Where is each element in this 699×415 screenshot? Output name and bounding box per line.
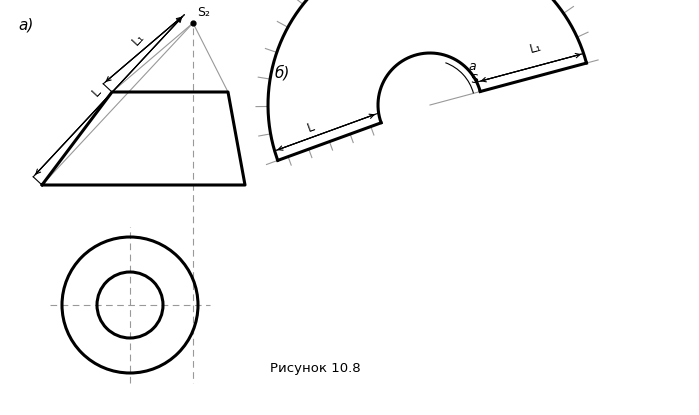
Text: L₁: L₁ [129,30,147,48]
Text: L₁: L₁ [528,40,543,56]
Text: L: L [89,85,103,99]
Text: Рисунок 10.8: Рисунок 10.8 [270,362,361,375]
Text: S₂: S₂ [197,6,210,19]
Text: S: S [470,73,478,85]
Text: а): а) [18,18,34,33]
Text: L: L [305,120,316,134]
Text: а: а [468,60,476,73]
Text: б): б) [275,65,290,81]
